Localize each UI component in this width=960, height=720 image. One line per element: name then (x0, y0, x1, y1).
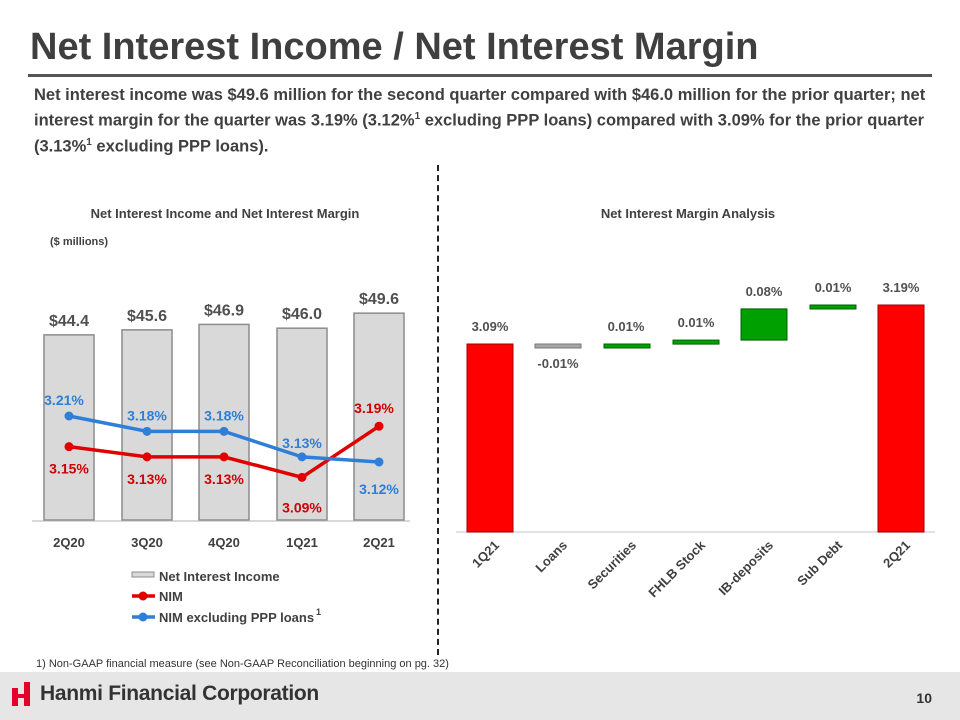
data-point (219, 426, 229, 436)
x-tick-label: FHLB Stock (645, 537, 708, 600)
point-label: 3.13% (127, 471, 167, 487)
legend-marker (138, 612, 148, 622)
title-rule (28, 74, 932, 77)
data-point (297, 472, 307, 482)
legend-marker (138, 591, 148, 601)
bar-label: $45.6 (127, 308, 167, 325)
x-tick-label: IB-deposits (715, 538, 776, 599)
legend-label: NIM excluding PPP loans (159, 610, 314, 625)
waterfall-bar-fhlb-stock (672, 339, 720, 345)
x-tick-label: 3Q20 (131, 535, 163, 550)
bar-4Q20 (198, 323, 250, 521)
data-point (219, 452, 229, 462)
point-label: 3.09% (282, 499, 322, 515)
bar-1Q21 (276, 327, 328, 521)
point-label: 3.15% (49, 461, 89, 477)
x-tick-label: Loans (532, 538, 570, 576)
legend-label: Net Interest Income (159, 569, 280, 584)
bar-label: 3.09% (472, 319, 509, 334)
right-chart-title: Net Interest Margin Analysis (601, 206, 775, 221)
point-label: 3.21% (44, 392, 84, 408)
point-label: 3.19% (354, 400, 394, 416)
hanmi-logo-icon (12, 682, 30, 706)
data-point (142, 426, 152, 436)
x-tick-label: 1Q21 (469, 538, 502, 571)
bar-label: $46.9 (204, 302, 244, 319)
data-point (374, 457, 384, 467)
data-point (64, 442, 74, 452)
bar-label: 3.19% (883, 280, 920, 295)
bar-label: -0.01% (537, 356, 579, 371)
x-tick-label: 2Q21 (363, 535, 395, 550)
legend-label: NIM (159, 589, 183, 604)
point-label: 3.13% (204, 471, 244, 487)
x-tick-label: 4Q20 (208, 535, 240, 550)
bar-2Q20 (43, 334, 95, 521)
company-name: Hanmi Financial Corporation (40, 682, 319, 705)
page-number: 10 (916, 690, 932, 706)
waterfall-bar-securities (603, 343, 651, 349)
company-logo: Hanmi Financial Corporation (10, 682, 319, 706)
data-point (142, 452, 152, 462)
bar-label: $44.4 (49, 313, 89, 330)
waterfall-bar-1q21 (466, 343, 514, 533)
chart-divider (437, 165, 439, 655)
page-title: Net Interest Income / Net Interest Margi… (30, 26, 759, 68)
legend-sup: 1 (316, 607, 321, 617)
unit-label: ($ millions) (50, 236, 108, 248)
waterfall-bar-ib-deposits (740, 308, 788, 341)
x-tick-label: 1Q21 (286, 535, 318, 550)
bar-3Q20 (121, 329, 173, 521)
data-point (64, 411, 74, 421)
x-tick-label: 2Q21 (880, 538, 913, 571)
x-tick-label: Securities (585, 538, 640, 593)
waterfall-bar-loans (534, 343, 582, 349)
left-chart-title: Net Interest Income and Net Interest Mar… (91, 206, 360, 221)
point-label: 3.13% (282, 435, 322, 451)
charts: Net Interest Income and Net Interest Mar… (32, 206, 935, 625)
x-tick-label: Sub Debt (794, 537, 845, 588)
data-point (374, 421, 384, 431)
x-tick-label: 2Q20 (53, 535, 85, 550)
bar-label: 0.08% (746, 284, 783, 299)
bar-2Q21 (353, 312, 405, 521)
bar-label: 0.01% (678, 315, 715, 330)
waterfall-bar-sub-debt (809, 304, 857, 310)
bar-label: 0.01% (815, 280, 852, 295)
bar-label: $49.6 (359, 291, 399, 308)
point-label: 3.12% (359, 481, 399, 497)
bar-label: $46.0 (282, 306, 322, 323)
footer-band (0, 672, 960, 720)
point-label: 3.18% (204, 407, 244, 423)
summary-text: Net interest income was $49.6 million fo… (34, 86, 926, 155)
bar-label: 0.01% (608, 319, 645, 334)
point-label: 3.18% (127, 407, 167, 423)
waterfall-bar-2q21 (877, 304, 925, 533)
legend-swatch (131, 571, 155, 578)
footnote: 1) Non-GAAP financial measure (see Non-G… (36, 658, 449, 670)
data-point (297, 452, 307, 462)
